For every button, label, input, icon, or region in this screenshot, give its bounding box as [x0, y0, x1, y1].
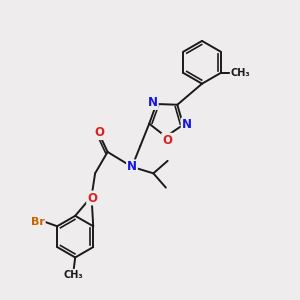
Text: O: O: [94, 126, 104, 139]
Text: CH₃: CH₃: [231, 68, 250, 78]
Text: O: O: [162, 134, 172, 147]
Text: CH₃: CH₃: [64, 270, 83, 280]
Text: N: N: [148, 96, 158, 109]
Text: O: O: [87, 191, 97, 205]
Text: N: N: [127, 160, 137, 173]
Text: Br: Br: [31, 217, 45, 227]
Text: N: N: [182, 118, 192, 131]
